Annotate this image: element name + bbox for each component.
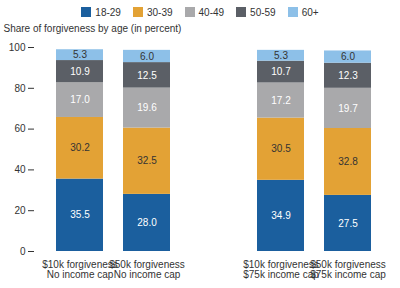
- svg-text:27.5: 27.5: [338, 218, 358, 229]
- svg-text:19.6: 19.6: [137, 102, 157, 113]
- svg-text:20: 20: [14, 205, 26, 216]
- svg-text:6.0: 6.0: [140, 51, 154, 62]
- html-text:30-39: 30-39: [146, 6, 173, 18]
- svg-text:17.0: 17.0: [70, 94, 90, 105]
- svg-text:5.3: 5.3: [73, 49, 87, 60]
- svg-text:12.3: 12.3: [338, 70, 358, 81]
- svg-text:19.7: 19.7: [338, 103, 358, 114]
- svg-text:$10k forgivenessNo income cap: $10k forgivenessNo income cap: [42, 259, 118, 280]
- svg-text:$10k forgiveness$75k income ca: $10k forgiveness$75k income cap: [243, 259, 319, 280]
- svg-text:80: 80: [14, 83, 26, 94]
- svg-text:34.9: 34.9: [271, 210, 291, 221]
- html-text:50-59: 50-59: [250, 6, 276, 18]
- svg-text:$50k forgivenessNo income cap: $50k forgivenessNo income cap: [109, 259, 185, 280]
- svg-text:32.5: 32.5: [137, 155, 157, 166]
- svg-text:100: 100: [9, 42, 26, 53]
- svg-text:6.0: 6.0: [341, 51, 355, 62]
- svg-text:60: 60: [14, 123, 26, 134]
- html-text:18-29: 18-29: [95, 6, 121, 18]
- svg-text:$50k forgiveness$75k income ca: $50k forgiveness$75k income cap: [310, 259, 386, 280]
- svg-text:30.5: 30.5: [271, 143, 291, 154]
- svg-text:12.5: 12.5: [137, 70, 157, 81]
- svg-text:5.3: 5.3: [274, 50, 288, 61]
- svg-text:35.5: 35.5: [70, 209, 90, 220]
- svg-text:30.2: 30.2: [70, 142, 90, 153]
- html-text:40-49: 40-49: [198, 6, 225, 18]
- html-text:60+: 60+: [301, 6, 319, 18]
- svg-text:28.0: 28.0: [137, 217, 157, 228]
- svg-text:Share of forgiveness by age (i: Share of forgiveness by age (in percent): [4, 23, 182, 34]
- svg-text:0: 0: [20, 246, 26, 257]
- svg-text:40: 40: [14, 164, 26, 175]
- svg-text:10.7: 10.7: [271, 66, 291, 77]
- svg-text:10.9: 10.9: [70, 66, 90, 77]
- svg-text:17.2: 17.2: [271, 95, 291, 106]
- svg-text:32.8: 32.8: [338, 156, 358, 167]
